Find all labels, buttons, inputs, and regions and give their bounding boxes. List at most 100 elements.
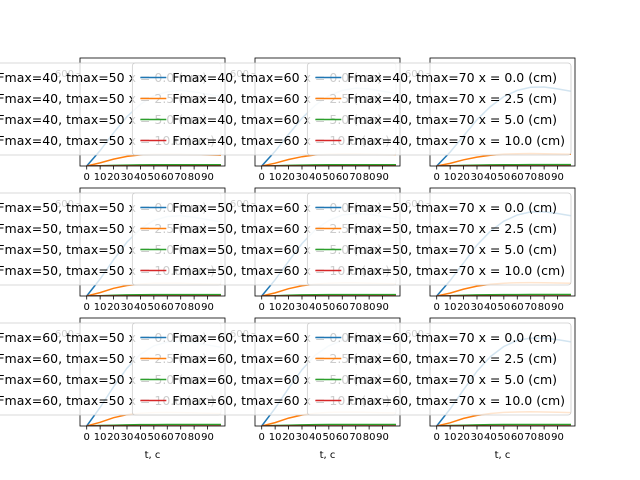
x-tick-label: 70 — [349, 302, 362, 313]
x-tick-label: 0 — [84, 432, 90, 443]
x-tick-label: 60 — [511, 432, 524, 443]
x-tick-label: 10 — [94, 432, 107, 443]
x-tick-label: 40 — [484, 432, 497, 443]
x-tick-label: 50 — [147, 432, 160, 443]
legend-label: Fmax=60, tmax=70 x = 0.0 (cm) — [347, 330, 557, 345]
x-tick-label: 30 — [296, 432, 309, 443]
x-tick-label: 50 — [497, 432, 510, 443]
x-tick-label: 90 — [551, 172, 564, 183]
x-tick-label: 90 — [376, 302, 389, 313]
x-tick-label: 0 — [434, 432, 440, 443]
x-tick-label: 60 — [336, 172, 349, 183]
x-tick-label: 80 — [363, 302, 376, 313]
x-tick-label: 20 — [282, 302, 295, 313]
legend-box — [306, 192, 572, 286]
x-tick-label: 20 — [107, 432, 120, 443]
legend-box — [306, 62, 572, 156]
legend-item: Fmax=50, tmax=70 x = 2.5 (cm) — [315, 221, 557, 236]
x-tick-label: 0 — [259, 172, 265, 183]
x-tick-label: 0 — [84, 172, 90, 183]
x-tick-label: 80 — [538, 432, 551, 443]
legend-label: Fmax=40, tmax=70 x = 2.5 (cm) — [347, 91, 557, 106]
x-tick-label: 90 — [376, 432, 389, 443]
x-tick-label: 70 — [524, 172, 537, 183]
x-tick-label: 10 — [269, 432, 282, 443]
legend-item: Fmax=60, tmax=70 x = 5.0 (cm) — [315, 372, 557, 387]
x-tick-label: 50 — [322, 302, 335, 313]
x-tick-label: 40 — [309, 432, 322, 443]
legend-item: Fmax=60, tmax=70 x = 0.0 (cm) — [315, 330, 557, 345]
x-tick-label: 70 — [174, 302, 187, 313]
x-tick-label: 90 — [201, 172, 214, 183]
x-tick-label: 50 — [147, 172, 160, 183]
x-tick-label: 60 — [161, 172, 174, 183]
x-tick-label: 20 — [107, 302, 120, 313]
legend-item: Fmax=50, tmax=70 x = 10.0 (cm) — [315, 263, 565, 278]
legend: Fmax=50, tmax=70 x = 0.0 (cm) Fmax=50, tm… — [306, 192, 572, 286]
legend-label: Fmax=60, tmax=70 x = 10.0 (cm) — [347, 393, 565, 408]
x-tick-label: 40 — [484, 172, 497, 183]
x-tick-label: 20 — [457, 432, 470, 443]
x-tick-label: 70 — [524, 432, 537, 443]
x-tick-label: 90 — [551, 302, 564, 313]
legend-label: Fmax=50, tmax=70 x = 5.0 (cm) — [347, 242, 557, 257]
x-tick-label: 60 — [336, 432, 349, 443]
legend-label: Fmax=50, tmax=70 x = 10.0 (cm) — [347, 263, 565, 278]
x-tick-label: 50 — [322, 172, 335, 183]
x-tick-label: 80 — [188, 172, 201, 183]
x-tick-label: 20 — [457, 172, 470, 183]
legend-label: Fmax=60, tmax=70 x = 5.0 (cm) — [347, 372, 557, 387]
legend-label: Fmax=40, tmax=70 x = 0.0 (cm) — [347, 70, 557, 85]
x-tick-label: 50 — [497, 302, 510, 313]
x-tick-label: 60 — [161, 302, 174, 313]
x-tick-label: 10 — [444, 302, 457, 313]
x-tick-label: 90 — [201, 432, 214, 443]
legend-label: Fmax=50, tmax=70 x = 0.0 (cm) — [347, 200, 557, 215]
x-tick-label: 80 — [363, 432, 376, 443]
legend-layer: Fmax=40, tmax=50 x = 0.0 (cm)Fmax=40, tm… — [0, 62, 572, 416]
x-tick-label: 30 — [296, 172, 309, 183]
x-tick-label: 80 — [538, 302, 551, 313]
legend-item: Fmax=40, tmax=70 x = 10.0 (cm) — [315, 133, 565, 148]
legend-box — [306, 322, 572, 416]
x-tick-label: 80 — [363, 172, 376, 183]
x-tick-label: 50 — [497, 172, 510, 183]
x-tick-label: 20 — [282, 172, 295, 183]
x-tick-label: 70 — [349, 172, 362, 183]
x-tick-label: 40 — [134, 302, 147, 313]
x-axis-label: t, c — [320, 450, 336, 461]
x-tick-label: 40 — [484, 302, 497, 313]
legend-item: Fmax=40, tmax=70 x = 0.0 (cm) — [315, 70, 557, 85]
x-tick-label: 10 — [444, 172, 457, 183]
x-tick-label: 60 — [511, 302, 524, 313]
legend-item: Fmax=40, tmax=70 x = 2.5 (cm) — [315, 91, 557, 106]
x-tick-label: 70 — [174, 172, 187, 183]
x-tick-label: 10 — [444, 432, 457, 443]
legend-item: Fmax=60, tmax=70 x = 10.0 (cm) — [315, 393, 565, 408]
x-tick-label: 30 — [296, 302, 309, 313]
legend: Fmax=40, tmax=70 x = 0.0 (cm) Fmax=40, tm… — [306, 62, 572, 156]
x-tick-label: 10 — [269, 302, 282, 313]
legend-label: Fmax=40, tmax=70 x = 5.0 (cm) — [347, 112, 557, 127]
legend-label: Fmax=50, tmax=70 x = 2.5 (cm) — [347, 221, 557, 236]
x-tick-label: 30 — [471, 432, 484, 443]
x-tick-label: 50 — [322, 432, 335, 443]
x-tick-label: 10 — [94, 302, 107, 313]
legend-item: Fmax=40, tmax=70 x = 5.0 (cm) — [315, 112, 557, 127]
x-tick-label: 0 — [434, 302, 440, 313]
x-axis-label: t, c — [145, 450, 161, 461]
x-tick-label: 70 — [524, 302, 537, 313]
legend: Fmax=60, tmax=70 x = 0.0 (cm) Fmax=60, tm… — [306, 322, 572, 416]
x-tick-label: 40 — [309, 302, 322, 313]
x-tick-label: 0 — [434, 172, 440, 183]
x-tick-label: 60 — [161, 432, 174, 443]
x-tick-label: 90 — [201, 302, 214, 313]
x-tick-label: 20 — [282, 432, 295, 443]
x-tick-label: 0 — [84, 302, 90, 313]
x-tick-label: 30 — [121, 172, 134, 183]
x-tick-label: 20 — [107, 172, 120, 183]
legend-item: Fmax=50, tmax=70 x = 0.0 (cm) — [315, 200, 557, 215]
x-tick-label: 90 — [376, 172, 389, 183]
x-tick-label: 20 — [457, 302, 470, 313]
x-tick-label: 70 — [349, 432, 362, 443]
